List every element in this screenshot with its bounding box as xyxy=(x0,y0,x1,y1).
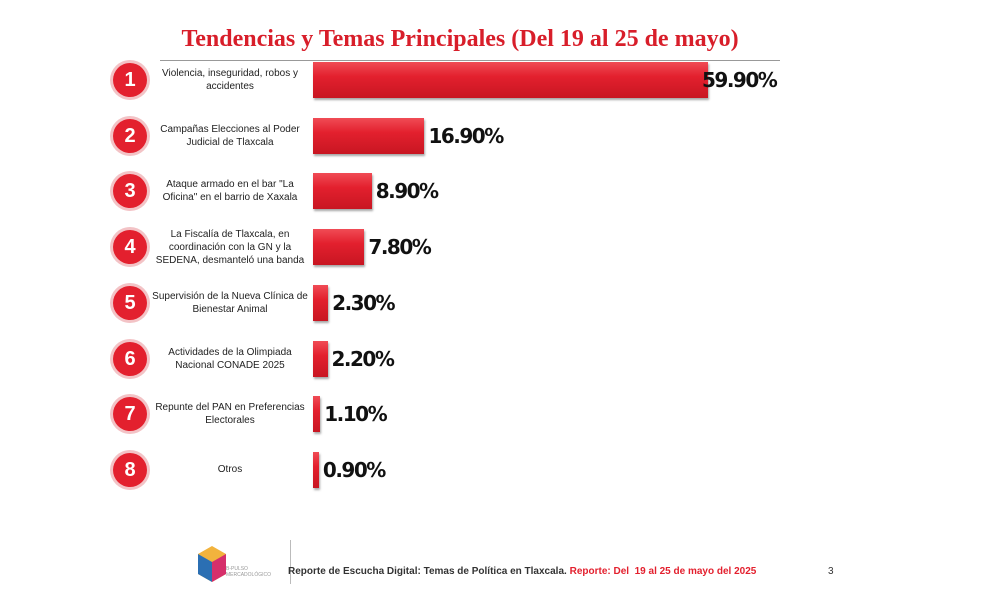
footer-period: Reporte: Del 19 al 25 de mayo del 2025 xyxy=(569,566,757,577)
rank-badge: 4 xyxy=(113,230,147,265)
category-label: Otros xyxy=(217,464,243,476)
value-label: 0.90% xyxy=(322,457,386,482)
category-label: Violencia, inseguridad, robos y accident… xyxy=(161,68,298,92)
value-label: 2.20% xyxy=(331,346,395,371)
value-label: 7.80% xyxy=(368,235,431,260)
value-label: 16.90% xyxy=(428,123,504,148)
rank-badge: 7 xyxy=(113,397,147,432)
value-label: 59.90% xyxy=(702,68,778,92)
title-rule xyxy=(160,60,780,61)
category-label: Actividades de la Olimpiada Nacional CON… xyxy=(168,346,292,371)
value-label: 8.90% xyxy=(375,179,439,204)
category-label: Ataque armado en el bar "La Oficina" en … xyxy=(162,179,298,204)
rank-badge: 1 xyxy=(113,63,147,97)
footer-text: Reporte de Escucha Digital: Temas de Pol… xyxy=(288,566,756,577)
bar xyxy=(313,229,365,266)
rank-badge: 2 xyxy=(113,118,147,153)
category-label: La Fiscalía de Tlaxcala, en coordinación… xyxy=(155,228,305,266)
bar xyxy=(313,340,328,377)
category-label: Supervisión de la Nueva Clínica de Biene… xyxy=(152,290,308,315)
rank-badge: 5 xyxy=(113,285,147,320)
bar xyxy=(313,173,372,210)
category-label: Repunte del PAN en Preferencias Electora… xyxy=(155,402,305,427)
footer-divider xyxy=(290,540,291,584)
value-label: 1.10% xyxy=(324,402,387,427)
category-label: Campañas Elecciones al Poder Judicial de… xyxy=(160,123,300,148)
bar xyxy=(313,396,321,433)
logo-text: B-PULSO MERCADOLÓGICO xyxy=(226,566,272,578)
rank-badge: 3 xyxy=(113,174,147,209)
bar xyxy=(313,117,425,154)
bar xyxy=(313,451,319,488)
chart-title: Tendencias y Temas Principales (Del 19 a… xyxy=(181,26,739,52)
bar xyxy=(313,284,329,321)
page-number: 3 xyxy=(828,566,834,577)
bar xyxy=(313,62,708,98)
rank-badge: 8 xyxy=(113,452,147,487)
footer-report: Reporte de Escucha Digital: Temas de Pol… xyxy=(288,566,567,577)
rank-badge: 6 xyxy=(113,341,147,376)
logo xyxy=(198,546,226,582)
value-label: 2.30% xyxy=(332,290,395,315)
